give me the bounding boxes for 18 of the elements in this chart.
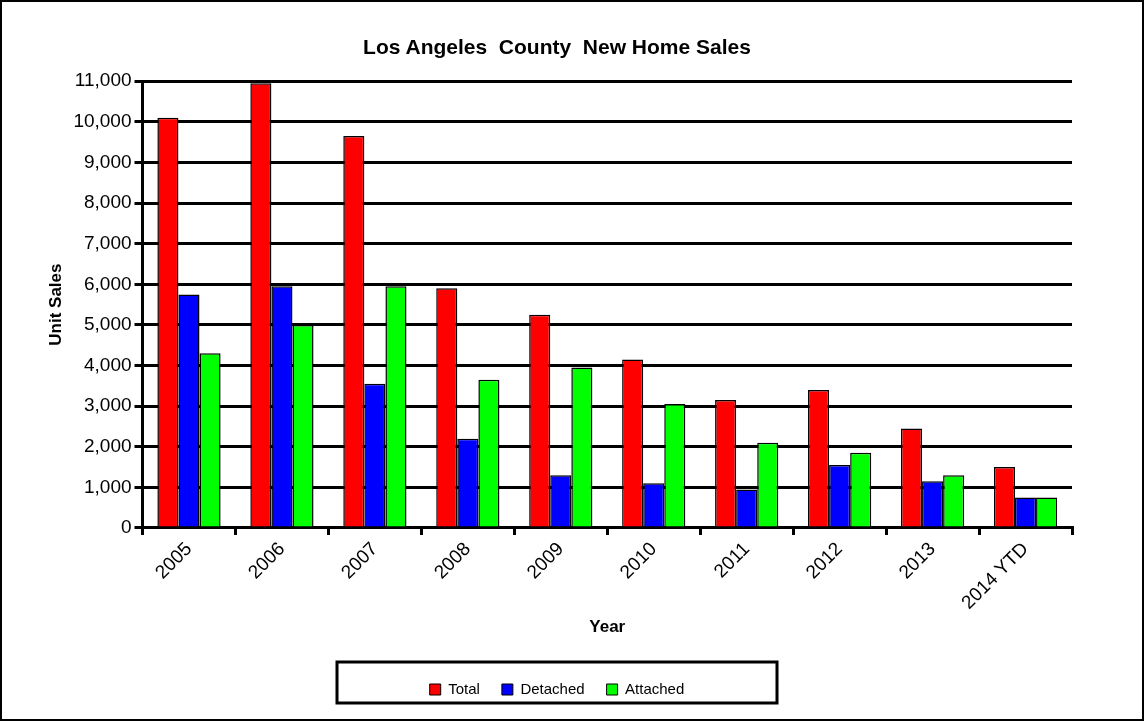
y-tick-label: 5,000	[83, 313, 132, 335]
legend-label: Detached	[520, 679, 585, 697]
y-tick-label: 6,000	[83, 272, 132, 294]
y-tick-label: 7,000	[83, 231, 132, 253]
y-tick-label: 1,000	[83, 475, 132, 497]
y-tick-label: 8,000	[83, 191, 132, 213]
chart-title: Los Angeles County New Home Sales	[363, 35, 751, 59]
y-tick-label: 0	[120, 516, 132, 538]
x-axis-title: Year	[589, 617, 626, 637]
y-axis-title: Unit Sales	[45, 263, 65, 346]
y-tick-label: 9,000	[83, 150, 132, 172]
y-tick-label: 11,000	[74, 69, 132, 91]
y-tick-label: 3,000	[83, 394, 132, 416]
legend-label: Total	[448, 679, 480, 697]
y-tick-label: 4,000	[83, 353, 132, 375]
legend-label: Attached	[625, 679, 685, 697]
y-tick-label: 10,000	[73, 110, 132, 132]
y-tick-label: 2,000	[83, 434, 132, 456]
